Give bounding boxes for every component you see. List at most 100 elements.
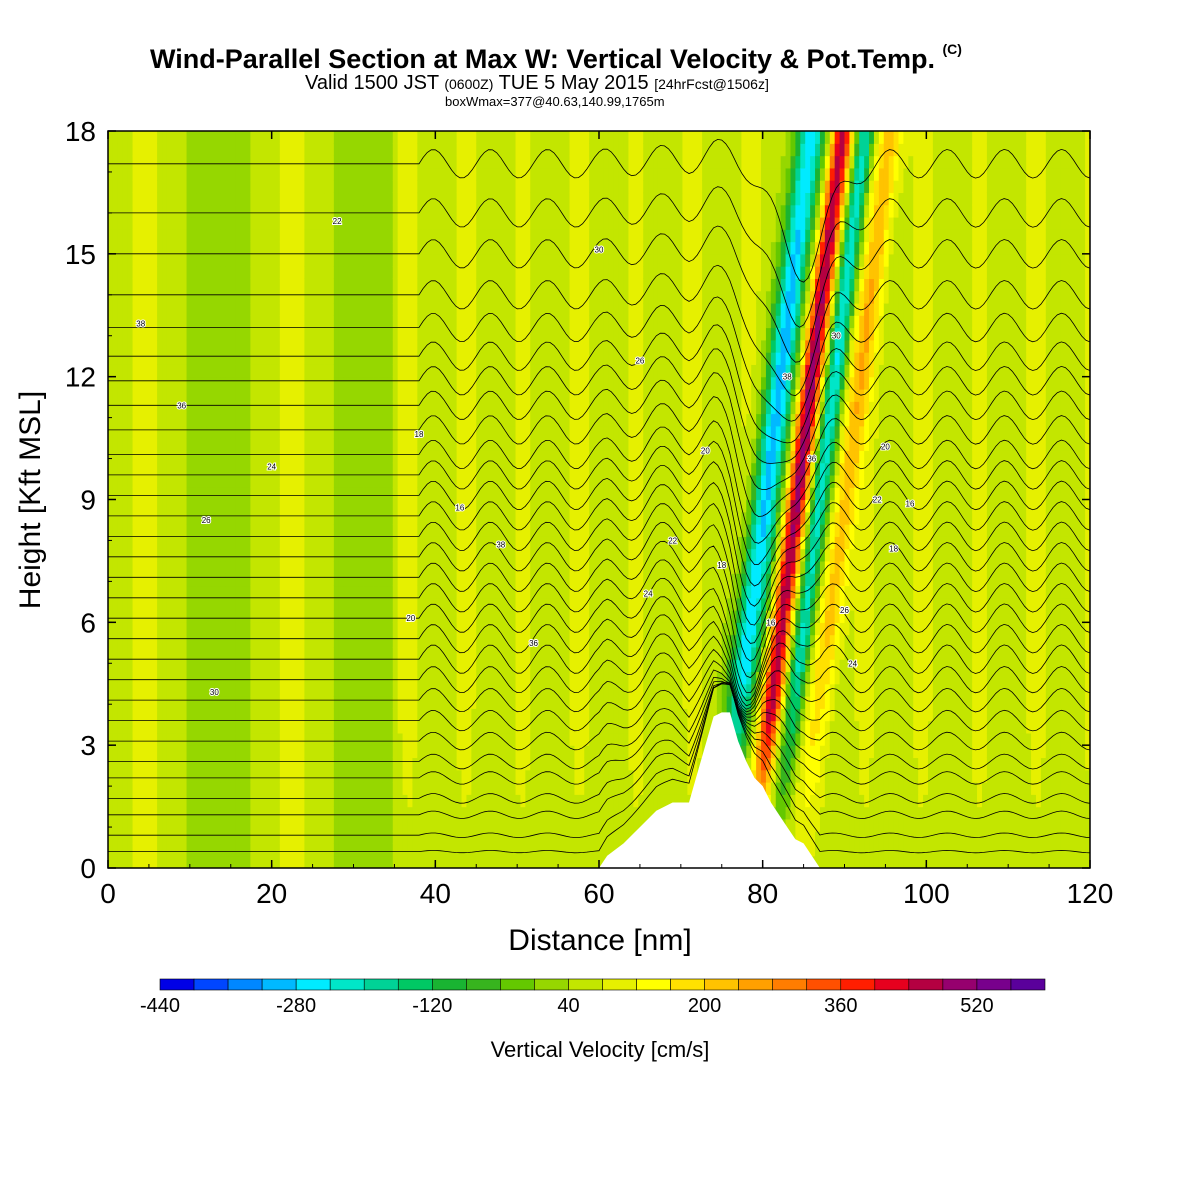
field-cell [407, 597, 414, 611]
field-cell [422, 278, 428, 292]
field-cell [328, 548, 335, 562]
field-cell [363, 339, 369, 353]
field-cell [152, 278, 158, 292]
field-cell [220, 671, 227, 685]
field-cell [358, 671, 364, 685]
field-cell [220, 339, 227, 353]
field-cell [284, 388, 291, 402]
field-cell [260, 425, 266, 439]
field-cell [294, 560, 301, 574]
field-cell [378, 499, 384, 513]
field-cell [216, 413, 222, 427]
field-cell [108, 560, 114, 574]
field-cell [152, 560, 158, 574]
field-cell [157, 843, 163, 857]
field-cell [363, 204, 369, 218]
field-cell [466, 843, 472, 857]
field-cell [451, 560, 458, 574]
field-cell [476, 364, 482, 378]
field-cell [132, 131, 139, 144]
field-cell [387, 352, 394, 365]
field-cell [157, 339, 163, 353]
field-cell [407, 339, 414, 353]
field-cell [324, 855, 330, 868]
field-cell [324, 438, 330, 451]
field-cell [510, 818, 517, 832]
field-cell [417, 192, 423, 206]
field-cell [279, 401, 286, 415]
field-cell [510, 241, 517, 255]
field-cell [446, 610, 453, 623]
field-cell [378, 229, 384, 243]
field-cell [476, 720, 482, 734]
field-cell [432, 376, 438, 390]
field-cell [309, 450, 315, 464]
field-cell [157, 794, 163, 808]
field-cell [500, 659, 507, 673]
field-cell [220, 806, 227, 820]
field-cell [225, 487, 232, 501]
field-cell [112, 315, 119, 329]
field-cell [255, 266, 261, 279]
field-cell [451, 216, 458, 230]
field-cell [481, 376, 487, 390]
field-cell [250, 155, 256, 169]
field-cell [147, 364, 153, 378]
field-cell [476, 143, 482, 157]
field-cell [382, 782, 389, 795]
field-cell [471, 229, 477, 243]
field-cell [348, 474, 355, 488]
field-cell [206, 585, 212, 599]
field-cell [186, 708, 193, 722]
field-cell [289, 634, 296, 648]
field-cell [456, 683, 463, 697]
field-cell [387, 216, 394, 230]
field-cell [490, 597, 497, 611]
field-cell [270, 241, 276, 255]
field-cell [270, 167, 276, 181]
field-cell [402, 548, 409, 562]
field-cell [392, 241, 399, 255]
field-cell [216, 192, 222, 206]
field-cell [407, 155, 414, 169]
field-cell [373, 573, 379, 587]
field-cell [191, 290, 197, 304]
field-cell [500, 216, 507, 230]
field-cell [436, 462, 443, 476]
field-cell [461, 216, 468, 230]
field-cell [289, 290, 296, 304]
field-cell [220, 499, 227, 513]
field-cell [343, 696, 350, 709]
field-cell [220, 131, 227, 144]
field-cell [451, 290, 458, 304]
field-cell [206, 474, 212, 488]
field-cell [176, 364, 183, 378]
field-cell [363, 843, 369, 857]
field-cell [216, 720, 222, 734]
field-cell [407, 302, 414, 316]
field-cell [255, 732, 261, 746]
field-cell [348, 659, 355, 673]
field-cell [289, 315, 296, 329]
field-cell [363, 573, 369, 587]
field-cell [343, 573, 350, 587]
field-cell [456, 401, 463, 415]
field-cell [466, 474, 472, 488]
field-cell [373, 487, 379, 501]
field-cell [245, 782, 251, 795]
field-cell [279, 818, 286, 832]
field-cell [225, 278, 232, 292]
field-cell [348, 229, 355, 243]
field-cell [166, 364, 173, 378]
field-cell [466, 659, 472, 673]
field-cell [289, 732, 296, 746]
field-cell [490, 769, 497, 783]
field-cell [486, 511, 492, 525]
field-cell [216, 560, 222, 574]
field-cell [358, 683, 364, 697]
field-cell [260, 806, 266, 820]
field-cell [132, 438, 139, 451]
field-cell [157, 782, 163, 795]
field-cell [220, 425, 227, 439]
field-cell [166, 794, 173, 808]
